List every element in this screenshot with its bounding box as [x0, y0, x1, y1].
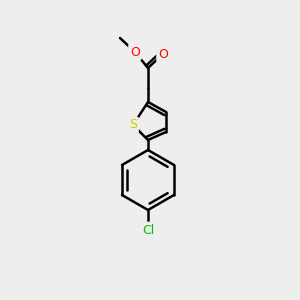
Text: S: S	[129, 118, 137, 131]
Text: O: O	[158, 47, 168, 61]
Text: Cl: Cl	[142, 224, 154, 236]
Text: O: O	[130, 46, 140, 59]
